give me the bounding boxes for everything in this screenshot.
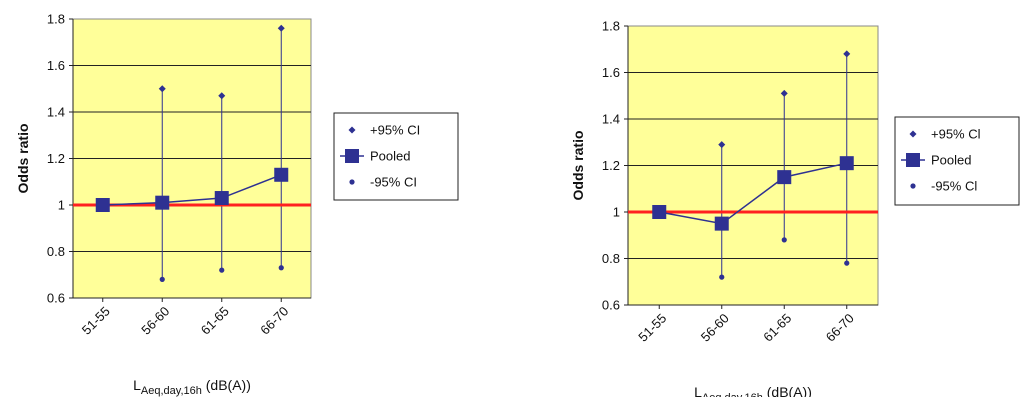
lower-ci-point	[278, 265, 284, 271]
y-tick-label: 1.6	[47, 58, 65, 73]
x-tick-label: 66-70	[257, 304, 291, 338]
pooled-point	[155, 195, 170, 210]
lower-ci-point	[781, 237, 787, 243]
x-tick-label: 61-65	[198, 304, 232, 338]
legend-label: -95% Cl	[931, 179, 977, 194]
pooled-point	[714, 216, 729, 231]
legend-pooled-marker	[345, 149, 359, 163]
upper-ci-point	[218, 92, 226, 100]
lower-ci-point	[219, 267, 225, 273]
y-tick-label: 0.6	[47, 291, 65, 306]
legend-pooled-marker	[906, 153, 920, 167]
upper-ci-point	[718, 141, 726, 149]
y-tick-label: 1.8	[47, 12, 65, 27]
y-axis-label: Odds ratio	[15, 123, 31, 193]
y-tick-label: 1	[613, 205, 620, 220]
legend-lower-marker	[349, 179, 355, 185]
pooled-point	[95, 198, 110, 212]
x-axis-label-subscript: Aeq,day,16h	[702, 392, 763, 397]
upper-ci-point	[277, 24, 285, 32]
x-tick-label: 51-55	[79, 304, 113, 338]
lower-ci-point	[719, 274, 725, 280]
legend-lower-marker	[910, 183, 916, 189]
x-axis-label: LAeq,day,16h (dB(A))	[694, 384, 812, 397]
pooled-line	[102, 174, 282, 206]
y-tick-label: 0.8	[47, 244, 65, 259]
legend-label: +95% CI	[370, 123, 420, 138]
x-tick-label: 56-60	[698, 311, 732, 345]
x-axis-label: LAeq,day,16h (dB(A))	[133, 377, 251, 397]
upper-ci-point	[780, 89, 788, 97]
y-tick-label: 0.6	[602, 298, 620, 313]
legend-label: Pooled	[931, 153, 971, 168]
upper-ci-point	[158, 85, 166, 93]
y-axis-label: Odds ratio	[570, 130, 586, 200]
x-axis-label-main: L	[133, 377, 141, 393]
upper-ci-point	[843, 50, 851, 58]
legend-upper-marker	[909, 130, 917, 138]
chart-left: 0.6 0.8 1 1.2 1.4 1.6 1.8 51-55 56-60 61-65 66-70 O…	[15, 12, 459, 397]
pooled-line	[659, 162, 847, 225]
x-axis-label-unit: (dB(A))	[763, 384, 812, 397]
x-axis-label-main: L	[694, 384, 702, 397]
x-axis-label-subscript: Aeq,day,16h	[141, 385, 202, 397]
lower-ci-point	[159, 276, 165, 282]
x-axis-label-unit: (dB(A))	[202, 377, 251, 393]
legend-label: +95% Cl	[931, 127, 981, 142]
pooled-point	[274, 167, 289, 182]
pooled-point	[652, 205, 667, 219]
y-tick-label: 1.4	[47, 105, 65, 120]
x-tick-label: 51-55	[635, 311, 669, 345]
x-tick-label: 61-65	[760, 311, 794, 345]
pooled-point	[839, 156, 854, 171]
legend-label: Pooled	[370, 149, 410, 164]
y-tick-label: 1.2	[47, 151, 65, 166]
lower-ci-point	[844, 260, 850, 266]
y-tick-label: 1.2	[602, 158, 620, 173]
chart-right: 0.6 0.8 1 1.2 1.4 1.6 1.8 51-55 56-60 61-65 66-70 O…	[570, 19, 1020, 397]
legend-upper-marker	[348, 126, 356, 134]
y-tick-label: 1.6	[602, 65, 620, 80]
x-tick-label: 56-60	[138, 304, 172, 338]
y-tick-label: 1.4	[602, 112, 620, 127]
y-tick-label: 1.8	[602, 19, 620, 34]
y-tick-label: 1	[58, 198, 65, 213]
legend-label: -95% CI	[370, 175, 417, 190]
pooled-point	[777, 170, 792, 185]
pooled-point	[214, 191, 229, 206]
y-tick-label: 0.8	[602, 251, 620, 266]
x-tick-label: 66-70	[823, 311, 857, 345]
